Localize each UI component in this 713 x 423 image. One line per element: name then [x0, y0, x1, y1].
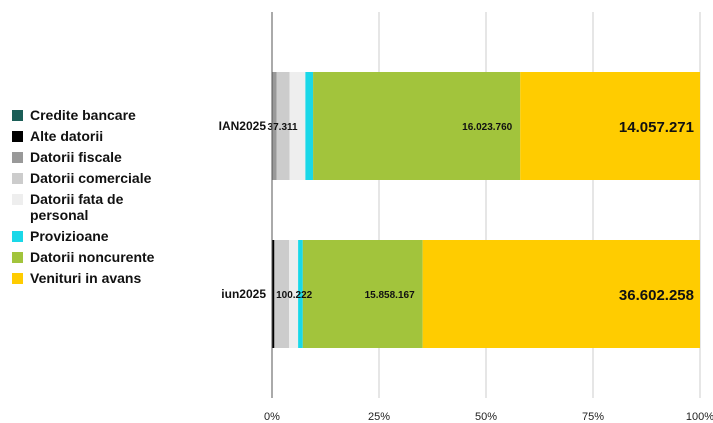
legend: Credite bancare Alte datorii Datorii fis…: [12, 107, 182, 291]
x-tick-label: 25%: [368, 411, 390, 423]
bar-segment: [298, 240, 303, 348]
bar-segment: [305, 72, 314, 180]
legend-swatch: [12, 152, 23, 163]
bar-segment: [289, 72, 306, 180]
data-label: 37.311: [268, 122, 298, 133]
legend-item[interactable]: Credite bancare: [12, 107, 182, 123]
legend-swatch: [12, 131, 23, 142]
legend-item[interactable]: Datorii fata de personal: [12, 191, 182, 223]
legend-label: Alte datorii: [30, 128, 104, 144]
bar-segment: [289, 240, 299, 348]
legend-swatch: [12, 252, 23, 263]
data-label: 15.858.167: [365, 290, 415, 301]
bar-segment: [276, 72, 290, 180]
legend-item[interactable]: Datorii fiscale: [12, 149, 182, 165]
legend-swatch: [12, 273, 23, 284]
bar-segment: [520, 72, 700, 180]
legend-item[interactable]: Datorii noncurente: [12, 249, 182, 265]
legend-label: Venituri in avans: [30, 270, 142, 286]
legend-swatch: [12, 110, 23, 121]
legend-label: Provizioane: [30, 228, 109, 244]
legend-item[interactable]: Provizioane: [12, 228, 182, 244]
x-tick-label: 50%: [475, 411, 497, 423]
legend-label: Datorii noncurente: [30, 249, 155, 265]
legend-label: Credite bancare: [30, 107, 136, 123]
data-label: 100.222: [276, 290, 313, 301]
legend-swatch: [12, 231, 23, 242]
legend-label: Datorii fiscale: [30, 149, 122, 165]
legend-item[interactable]: Datorii comerciale: [12, 170, 182, 186]
legend-label: Datorii fata de personal: [30, 191, 124, 223]
legend-label: Datorii comerciale: [30, 170, 152, 186]
legend-item[interactable]: Venituri in avans: [12, 270, 182, 286]
category-label: iun2025: [221, 287, 266, 301]
bar-segment: [302, 240, 423, 348]
x-tick-label: 100%: [686, 411, 713, 423]
bar-segment: [422, 240, 700, 348]
x-tick-label: 75%: [582, 411, 604, 423]
legend-swatch: [12, 173, 23, 184]
bar-segment: [272, 240, 275, 348]
legend-item[interactable]: Alte datorii: [12, 128, 182, 144]
bar-segment: [313, 72, 521, 180]
bar-segment: [274, 240, 290, 348]
x-tick-label: 0%: [264, 411, 280, 423]
bar-segment: [272, 72, 277, 180]
legend-swatch: [12, 194, 23, 205]
category-label: IAN2025: [219, 119, 267, 133]
data-label: 14.057.271: [619, 119, 694, 136]
data-label: 36.602.258: [619, 287, 694, 304]
data-label: 16.023.760: [462, 122, 512, 133]
bar-segment: [274, 240, 275, 348]
